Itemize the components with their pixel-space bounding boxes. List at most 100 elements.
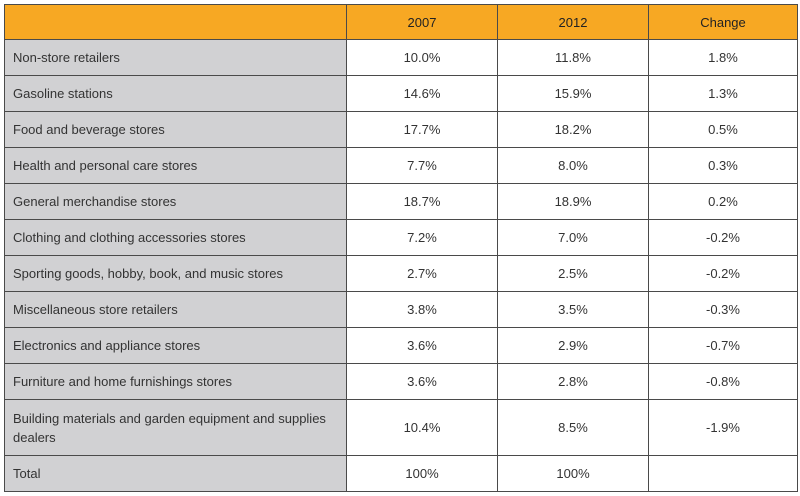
value-change: 0.3%	[648, 147, 798, 184]
value-change: 0.2%	[648, 183, 798, 220]
value-2007-text: 3.8%	[407, 302, 437, 317]
value-2012-text: 3.5%	[558, 302, 588, 317]
value-change-text: 1.8%	[708, 50, 738, 65]
row-label: Electronics and appliance stores	[4, 327, 347, 364]
table-row: Furniture and home furnishings stores 3.…	[4, 363, 798, 400]
table-row: Miscellaneous store retailers 3.8% 3.5% …	[4, 291, 798, 328]
value-2012: 2.8%	[497, 363, 649, 400]
value-2007-text: 7.7%	[407, 158, 437, 173]
value-change-text: -0.2%	[706, 230, 740, 245]
row-label: Sporting goods, hobby, book, and music s…	[4, 255, 347, 292]
value-2012-text: 8.0%	[558, 158, 588, 173]
header-row: 2007 2012 Change	[4, 4, 798, 40]
table-row: Health and personal care stores 7.7% 8.0…	[4, 147, 798, 184]
header-label-cell	[4, 4, 347, 40]
value-change: -0.7%	[648, 327, 798, 364]
value-2012: 2.9%	[497, 327, 649, 364]
value-2007-text: 100%	[405, 466, 439, 481]
table-row: Sporting goods, hobby, book, and music s…	[4, 255, 798, 292]
value-2012-text: 2.9%	[558, 338, 588, 353]
table-row: Clothing and clothing accessories stores…	[4, 219, 798, 256]
value-change: -0.2%	[648, 255, 798, 292]
value-2012: 2.5%	[497, 255, 649, 292]
retail-share-table: 2007 2012 Change Non-store retailers 10.…	[4, 4, 798, 492]
value-change	[648, 455, 798, 492]
value-change: 1.3%	[648, 75, 798, 112]
value-change: -0.3%	[648, 291, 798, 328]
value-2012: 7.0%	[497, 219, 649, 256]
table-row: Gasoline stations 14.6% 15.9% 1.3%	[4, 75, 798, 112]
row-label: Furniture and home furnishings stores	[4, 363, 347, 400]
value-2012-text: 7.0%	[558, 230, 588, 245]
table-row: Electronics and appliance stores 3.6% 2.…	[4, 327, 798, 364]
value-2007-text: 10.4%	[403, 420, 441, 435]
value-2012: 18.9%	[497, 183, 649, 220]
value-2012-text: 2.5%	[558, 266, 588, 281]
header-change: Change	[648, 4, 798, 40]
row-label: Gasoline stations	[4, 75, 347, 112]
value-change-text: -1.9%	[706, 420, 740, 435]
value-change-text: 0.2%	[708, 194, 738, 209]
value-2012-text: 15.9%	[554, 86, 592, 101]
value-2012-text: 11.8%	[555, 50, 591, 65]
row-label: Building materials and garden equipment …	[4, 399, 347, 456]
value-change-text: -0.2%	[706, 266, 740, 281]
value-2007: 17.7%	[346, 111, 498, 148]
value-2012: 3.5%	[497, 291, 649, 328]
row-label: General merchandise stores	[4, 183, 347, 220]
header-2012: 2012	[497, 4, 649, 40]
value-change-text: 0.3%	[708, 158, 738, 173]
value-change-text: -0.7%	[706, 338, 740, 353]
value-2007: 3.6%	[346, 327, 498, 364]
value-2012-text: 8.5%	[558, 420, 588, 435]
value-2007-text: 3.6%	[407, 374, 437, 389]
header-2007: 2007	[346, 4, 498, 40]
value-change: 0.5%	[648, 111, 798, 148]
value-change-text: 1.3%	[708, 86, 738, 101]
value-2007-text: 18.7%	[403, 194, 441, 209]
value-change: -0.2%	[648, 219, 798, 256]
value-2007: 10.4%	[346, 399, 498, 456]
value-2007: 2.7%	[346, 255, 498, 292]
value-change: -0.8%	[648, 363, 798, 400]
table-row: Building materials and garden equipment …	[4, 399, 798, 456]
row-label: Food and beverage stores	[4, 111, 347, 148]
row-label: Miscellaneous store retailers	[4, 291, 347, 328]
value-change: 1.8%	[648, 39, 798, 76]
value-2007: 3.6%	[346, 363, 498, 400]
value-2007-text: 17.7%	[403, 122, 441, 137]
value-2012-text: 18.9%	[554, 194, 592, 209]
value-2007: 3.8%	[346, 291, 498, 328]
value-2007-text: 7.2%	[407, 230, 437, 245]
value-2007: 10.0%	[346, 39, 498, 76]
value-change-text: 0.5%	[708, 122, 738, 137]
value-2012: 11.8%	[497, 39, 649, 76]
value-2012: 8.5%	[497, 399, 649, 456]
value-2007: 14.6%	[346, 75, 498, 112]
value-2012: 15.9%	[497, 75, 649, 112]
value-2007-text: 3.6%	[407, 338, 437, 353]
total-row: Total 100% 100%	[4, 455, 798, 492]
table-row: General merchandise stores 18.7% 18.9% 0…	[4, 183, 798, 220]
value-2012-text: 100%	[556, 466, 590, 481]
value-2012: 18.2%	[497, 111, 649, 148]
value-2007: 7.2%	[346, 219, 498, 256]
value-change: -1.9%	[648, 399, 798, 456]
row-label: Non-store retailers	[4, 39, 347, 76]
row-label: Clothing and clothing accessories stores	[4, 219, 347, 256]
value-2007-text: 2.7%	[407, 266, 437, 281]
value-2012: 100%	[497, 455, 649, 492]
value-change-text: -0.3%	[706, 302, 740, 317]
table-row: Non-store retailers 10.0% 11.8% 1.8%	[4, 39, 798, 76]
table-row: Food and beverage stores 17.7% 18.2% 0.5…	[4, 111, 798, 148]
row-label: Health and personal care stores	[4, 147, 347, 184]
value-2012: 8.0%	[497, 147, 649, 184]
value-2007: 100%	[346, 455, 498, 492]
value-2012-text: 2.8%	[558, 374, 588, 389]
value-2007: 7.7%	[346, 147, 498, 184]
value-2007: 18.7%	[346, 183, 498, 220]
row-label: Total	[4, 455, 347, 492]
value-2007-text: 10.0%	[403, 50, 441, 65]
value-2012-text: 18.2%	[554, 122, 592, 137]
value-2007-text: 14.6%	[403, 86, 441, 101]
